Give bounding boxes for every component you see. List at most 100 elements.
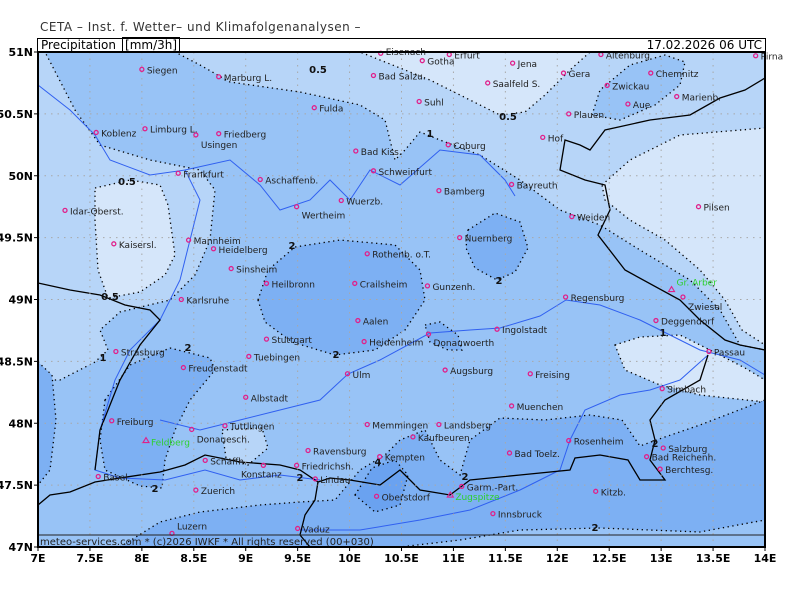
lon-tick-label: 12.5E (592, 552, 627, 565)
city: Eisenach (378, 48, 426, 58)
city-marker-icon (527, 371, 533, 377)
contour-label: 2 (289, 241, 296, 252)
city-marker-icon (216, 131, 222, 137)
peak-triangle-icon (446, 490, 455, 498)
parameter-label: Precipitation_ [mm/3h] (41, 37, 181, 53)
institute-title: CETA – Inst. f. Wetter– und Klimafolgena… (40, 20, 362, 34)
city-marker-icon (625, 101, 631, 107)
city: Ingolstadt (494, 326, 548, 336)
city-marker-icon (377, 454, 383, 460)
city-marker-icon (660, 445, 666, 451)
contour-label: 1 (100, 353, 107, 364)
contour-label: 2 (592, 523, 599, 534)
city-marker-icon (509, 60, 516, 66)
city: Rosenheim (566, 438, 624, 448)
city: Konstanz (241, 462, 282, 480)
city-label: Landsberg (444, 421, 491, 431)
peak-label: Gr. Arber (677, 279, 718, 289)
city-label: Vaduz (303, 525, 330, 535)
city: Regensburg (562, 294, 624, 304)
city-marker-icon (680, 294, 686, 300)
border-switzerland (38, 454, 319, 506)
city: Zwiesel (680, 294, 722, 313)
city-marker-icon (189, 426, 195, 433)
city-marker-icon (436, 187, 442, 194)
city-marker-icon (370, 72, 377, 79)
city-marker-icon (293, 204, 300, 210)
city: Landsberg (436, 421, 491, 431)
city-marker-icon (643, 454, 650, 460)
city-label: Stuttgart (271, 336, 312, 346)
peak: Zugspitze (446, 490, 500, 503)
city-label: Karlsruhe (186, 297, 229, 307)
city: Friedberg (216, 131, 266, 141)
city: Berchtesg. (657, 466, 713, 476)
city-marker-icon (139, 66, 145, 72)
city: Suhl (416, 99, 444, 109)
city: Freiburg (109, 418, 153, 428)
city: Tuttlingen (222, 423, 275, 433)
city: Ulm (344, 371, 370, 381)
peak-label: Feldberg (151, 439, 190, 449)
contour-label: 0.5 (309, 65, 327, 76)
city-marker-icon (210, 246, 217, 252)
city-label: Innsbruck (498, 511, 543, 521)
river-rhine (38, 84, 321, 481)
city-label: Schweinfurt (378, 168, 432, 178)
city-label: Friedberg (224, 131, 266, 141)
city: Koblenz (93, 129, 137, 139)
city-marker-icon (370, 168, 377, 174)
city: Wertheim (293, 204, 345, 222)
city-marker-icon (653, 317, 659, 324)
city-label: Hof (548, 134, 564, 144)
border-czech (559, 77, 765, 351)
peak: Feldberg (142, 436, 190, 449)
city-marker-icon (222, 423, 228, 429)
lat-lon-grid (38, 52, 765, 547)
city-marker-icon (442, 367, 448, 373)
city-marker-icon (540, 134, 546, 141)
contour-label: 2 (652, 439, 659, 450)
city-marker-icon (508, 403, 515, 409)
city-label: Aalen (363, 318, 388, 328)
city-label: Passau (714, 348, 745, 358)
city: Simbach (659, 386, 706, 396)
city: Karlsruhe (178, 297, 230, 307)
city-marker-icon (260, 462, 267, 468)
city: Muenchen (508, 403, 563, 413)
city-label: Siegen (147, 66, 178, 76)
lat-tick-label: 50N (8, 170, 33, 183)
city-marker-icon (243, 394, 249, 400)
field-below-0.5-simbach (614, 334, 765, 403)
field-0.5-1-north (174, 52, 765, 351)
peak-triangle-icon (667, 285, 676, 293)
city-label: Zwiesel (688, 303, 722, 313)
contour-label: 0.5 (118, 177, 136, 188)
city-label: Sinsheim (236, 266, 277, 276)
city-marker-icon (312, 476, 318, 482)
field-below-0.5-north (359, 52, 591, 116)
city-label: Friedrichsh. (302, 462, 354, 472)
city-marker-icon (560, 70, 567, 76)
contour-label: 2 (462, 472, 469, 483)
city-label: Koblenz (101, 129, 136, 139)
city-label: Garm.-Part. (467, 483, 519, 493)
city-label: Donauesch. (197, 435, 250, 445)
city-label: Altenburg (606, 51, 650, 61)
city-label: Idar-Oberst. (70, 207, 124, 217)
city: Pilsen (695, 204, 730, 214)
city: Heidenheim (361, 339, 423, 349)
lat-tick-label: 47.5N (0, 479, 33, 492)
city: Bad Toelz. (506, 450, 560, 460)
city-label: Tuebingen (253, 353, 300, 363)
city-label: Chemnitz (656, 70, 699, 80)
city-label: Bad Salzu. (378, 73, 425, 83)
city-label: Bad Reichenh. (652, 454, 717, 464)
lat-tick-label: 50.5N (0, 108, 33, 121)
city: Idar-Oberst. (62, 207, 124, 217)
contour-labels: 0.5 0.5 0.5 0.5 1 1 1 2 2 2 2 2 2 2 2 2 4 (100, 65, 667, 534)
city-label: Erfurt (454, 51, 480, 61)
river-inn (300, 354, 709, 531)
city: Pirna (753, 53, 783, 63)
city-label: Heilbronn (271, 280, 314, 290)
